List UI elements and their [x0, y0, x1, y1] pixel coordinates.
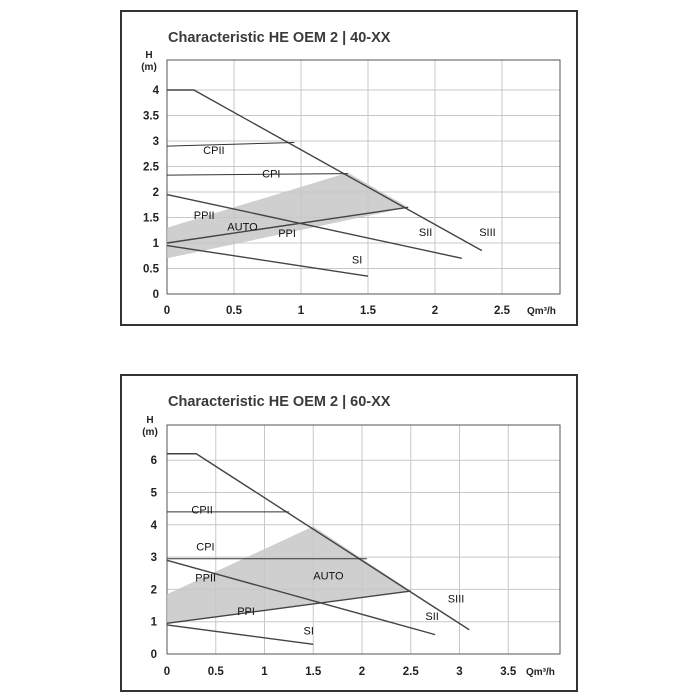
- series-line-sii: [166, 193, 462, 259]
- y-tick-label: 4: [153, 85, 160, 97]
- x-tick-label: 3: [456, 666, 462, 678]
- curve-label-cpii: CPII: [203, 145, 224, 157]
- y-tick-label: 5: [151, 488, 158, 500]
- y-tick-label: 1: [153, 238, 160, 250]
- y-tick-label: 4: [151, 520, 158, 532]
- x-tick-label: 0: [164, 666, 170, 678]
- series-line-siii: [167, 453, 470, 631]
- y-tick-label: 3: [151, 552, 157, 564]
- y-tick-label: 0: [151, 649, 157, 661]
- curve-label-si: SI: [304, 626, 314, 638]
- x-axis-label: Qm³/h: [526, 667, 555, 678]
- y-tick-label: 2.5: [143, 162, 160, 174]
- y-tick-label: 3: [153, 136, 159, 148]
- x-tick-label: 0.5: [208, 666, 225, 678]
- curve-label-auto: AUTO: [313, 571, 344, 583]
- curve-label-auto: AUTO: [227, 221, 258, 233]
- x-tick-label: 2.5: [494, 305, 511, 317]
- curve-label-siii: SIII: [448, 593, 465, 605]
- curve-label-ppi: PPI: [278, 228, 296, 240]
- y-tick-label: 3.5: [143, 111, 160, 123]
- curve-label-sii: SII: [425, 611, 438, 623]
- chart-svg-60xx: Characteristic HE OEM 2 | 60-XX CPII CPI PP…: [142, 394, 561, 678]
- curve-label-cpii: CPII: [191, 504, 212, 516]
- chart-svg-40xx: Characteristic HE OEM 2 | 40-XX CPII CPI PP…: [141, 30, 561, 317]
- x-tick-label: 0.5: [226, 305, 243, 317]
- y-tick-label: 6: [151, 455, 157, 467]
- x-tick-label: 1: [298, 305, 305, 317]
- x-tick-label: 1.5: [305, 666, 322, 678]
- curve-label-si: SI: [352, 254, 362, 266]
- chart-title-40xx: Characteristic HE OEM 2 | 40-XX: [168, 30, 391, 46]
- y-tick-label: 0: [153, 289, 159, 301]
- series-line-si: [166, 624, 314, 646]
- y-axis-label-unit: (m): [142, 427, 158, 438]
- chart-title-60xx: Characteristic HE OEM 2 | 60-XX: [168, 394, 391, 410]
- curve-label-sii: SII: [419, 227, 432, 239]
- series-line-cpii: [166, 142, 295, 147]
- chart-panel-40xx: Characteristic HE OEM 2 | 40-XX CPII CPI PP…: [120, 10, 578, 326]
- series-line-siii: [167, 89, 483, 252]
- series-line-si: [166, 244, 369, 277]
- chart-panel-60xx: Characteristic HE OEM 2 | 60-XX CPII CPI PP…: [120, 374, 578, 692]
- x-tick-label: 0: [164, 305, 170, 317]
- x-axis-label: Qm³/h: [527, 306, 556, 317]
- x-tick-label: 2.5: [403, 666, 420, 678]
- curve-label-ppi: PPI: [237, 606, 255, 618]
- plot-frame: [166, 59, 561, 295]
- series-line-cpi: [166, 173, 348, 176]
- y-tick-label: 2: [151, 584, 157, 596]
- y-tick-label: 2: [153, 187, 159, 199]
- y-axis-label-h: H: [146, 415, 153, 426]
- x-tick-label: 1.5: [360, 305, 377, 317]
- curve-label-ppii: PPII: [195, 572, 216, 584]
- x-tick-label: 2: [359, 666, 365, 678]
- curve-label-ppii: PPII: [194, 210, 215, 222]
- x-tick-label: 3.5: [500, 666, 517, 678]
- y-tick-label: 1: [151, 617, 158, 629]
- y-axis-label-h: H: [145, 50, 152, 61]
- y-tick-label: 0.5: [143, 264, 160, 276]
- series-line-sii: [166, 559, 436, 636]
- y-tick-label: 1.5: [143, 213, 160, 225]
- series-line-ppii: [166, 206, 409, 244]
- x-tick-label: 2: [432, 305, 438, 317]
- series-line-ppii: [166, 590, 411, 625]
- curve-label-siii: SIII: [479, 227, 496, 239]
- curve-label-cpi: CPI: [196, 542, 214, 554]
- curve-label-cpi: CPI: [262, 169, 280, 181]
- y-axis-label-unit: (m): [141, 62, 157, 73]
- x-tick-label: 1: [261, 666, 268, 678]
- auto-region: [167, 172, 409, 259]
- plot-frame: [166, 424, 561, 655]
